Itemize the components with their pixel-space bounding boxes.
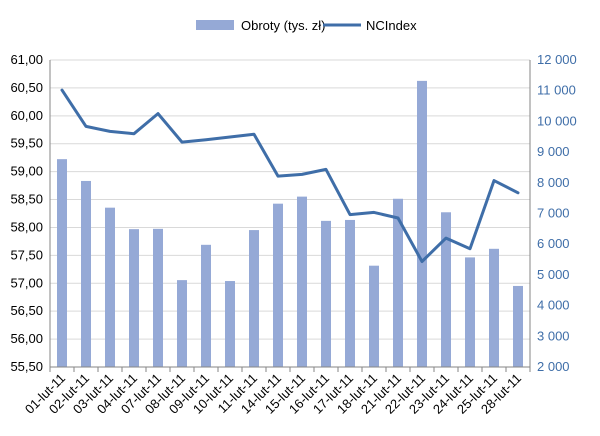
legend-label-ncindex: NCIndex: [366, 18, 417, 33]
y-right-tick-label: 11 000: [537, 83, 576, 98]
y-right-tick-label: 8 000: [537, 175, 570, 190]
y-left-tick-label: 56,00: [10, 331, 43, 346]
y-right-tick-label: 2 000: [537, 359, 570, 374]
bar: [105, 207, 115, 367]
y-left-tick-label: 59,00: [10, 164, 43, 179]
bar: [153, 228, 163, 367]
bar: [57, 159, 67, 367]
bar: [273, 203, 283, 367]
bar: [297, 196, 307, 367]
y-left-tick-label: 60,00: [10, 108, 43, 123]
y-right-tick-label: 5 000: [537, 267, 570, 282]
y-right-tick-label: 7 000: [537, 206, 570, 221]
y-left-tick-label: 58,00: [10, 219, 43, 234]
y-right-tick-label: 6 000: [537, 236, 570, 251]
bar: [465, 257, 475, 367]
y-left-tick-label: 56,50: [10, 303, 43, 318]
y-right-tick-label: 4 000: [537, 298, 570, 313]
y-left-tick-label: 55,50: [10, 359, 43, 374]
bar: [345, 219, 355, 367]
y-left-tick-label: 59,50: [10, 136, 43, 151]
legend: Obroty (tys. zł) NCIndex: [196, 18, 417, 33]
y-right-tick-label: 9 000: [537, 144, 570, 159]
x-axis: 01-lut-1102-lut-1103-lut-1104-lut-1107-l…: [22, 371, 524, 417]
gridlines: [50, 59, 530, 368]
bar: [393, 198, 403, 367]
bar: [225, 281, 235, 367]
bar: [81, 180, 91, 367]
bar: [321, 220, 331, 367]
y-right-tick-label: 10 000: [537, 113, 577, 128]
y-right-tick-label: 3 000: [537, 328, 570, 343]
bar: [369, 265, 379, 367]
y-left-tick-label: 57,50: [10, 247, 43, 262]
bar: [129, 229, 139, 367]
bar: [513, 285, 523, 367]
bar-series: [57, 80, 523, 367]
y-axis-right: 2 000 3 000 4 000 5 000 6 000 7 000 8 000 9 000…: [537, 52, 577, 374]
bar: [201, 244, 211, 367]
y-left-tick-label: 60,50: [10, 80, 43, 95]
y-left-tick-label: 57,00: [10, 275, 43, 290]
line-series: [60, 88, 520, 263]
bar: [441, 212, 451, 367]
y-right-tick-label: 12 000: [537, 52, 577, 67]
bar: [417, 80, 427, 367]
legend-swatch-obroty: [196, 20, 234, 30]
axes: [49, 60, 531, 372]
bar: [489, 248, 499, 367]
y-axis-left: 55,50 56,00 56,50 57,00 57,50 58,00 58,50 59,00…: [10, 52, 43, 374]
bar: [249, 230, 259, 367]
y-left-tick-label: 61,00: [10, 52, 43, 67]
legend-label-obroty: Obroty (tys. zł): [241, 18, 326, 33]
bar: [177, 280, 187, 367]
y-left-tick-label: 58,50: [10, 192, 43, 207]
ncindex-line: [60, 88, 520, 263]
